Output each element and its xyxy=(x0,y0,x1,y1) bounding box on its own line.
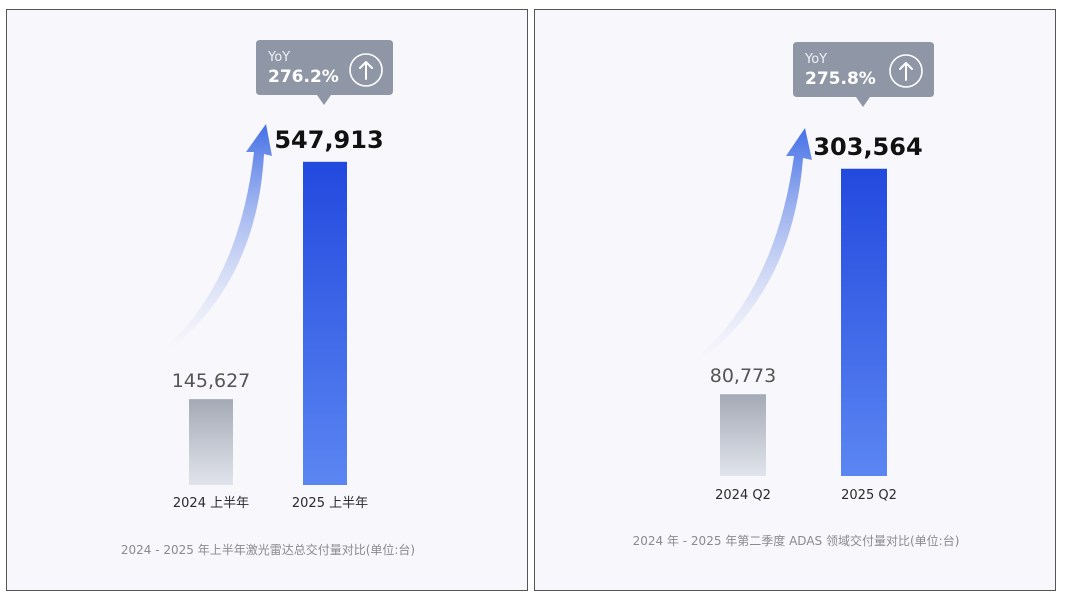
yoy-value: 276.2% xyxy=(268,67,339,87)
bar-2025-q2 xyxy=(841,168,887,476)
bar-2024-h1 xyxy=(189,399,233,485)
yoy-callout: YoY 276.2% xyxy=(256,40,393,105)
value-label-2024-q2: 80,773 xyxy=(710,365,776,387)
chart-caption: 2024 - 2025 年上半年激光雷达总交付量对比(单位:台) xyxy=(121,542,415,557)
category-label-2025-h1: 2025 上半年 xyxy=(292,496,368,511)
growth-arrow xyxy=(695,128,812,361)
category-label-2025-q2: 2025 Q2 xyxy=(841,488,897,503)
yoy-callout-bubble xyxy=(793,42,934,107)
bar-2025-h1 xyxy=(303,161,347,485)
category-label-2024-h1: 2024 上半年 xyxy=(173,496,249,511)
yoy-label: YoY xyxy=(804,52,827,67)
lidar-bar-chart: 145,627 547,913 2024 上半年 2025 上半年 YoY 27… xyxy=(121,40,415,557)
yoy-callout: YoY 275.8% xyxy=(793,42,934,107)
chart-panel-adas: 80,773 303,564 2024 Q2 2025 Q2 YoY 275.8… xyxy=(534,9,1056,591)
value-label-2024-h1: 145,627 xyxy=(172,370,251,392)
value-label-2025-q2: 303,564 xyxy=(813,133,922,161)
arrow-up-icon xyxy=(349,53,383,87)
arrow-up-icon-glyph xyxy=(899,62,913,81)
yoy-value: 275.8% xyxy=(805,69,876,89)
adas-bar-chart: 80,773 303,564 2024 Q2 2025 Q2 YoY 275.8… xyxy=(633,42,960,548)
category-label-2024-q2: 2024 Q2 xyxy=(715,488,771,503)
chart-caption: 2024 年 - 2025 年第二季度 ADAS 领域交付量对比(单位:台) xyxy=(633,533,960,548)
arrow-up-icon-glyph xyxy=(359,61,373,80)
value-label-2025-h1: 547,913 xyxy=(274,126,383,154)
yoy-label: YoY xyxy=(267,50,290,65)
chart-panel-lidar: 145,627 547,913 2024 上半年 2025 上半年 YoY 27… xyxy=(6,9,528,591)
bar-2024-q2 xyxy=(720,394,766,476)
arrow-up-icon xyxy=(889,54,923,88)
growth-arrow xyxy=(165,124,272,350)
